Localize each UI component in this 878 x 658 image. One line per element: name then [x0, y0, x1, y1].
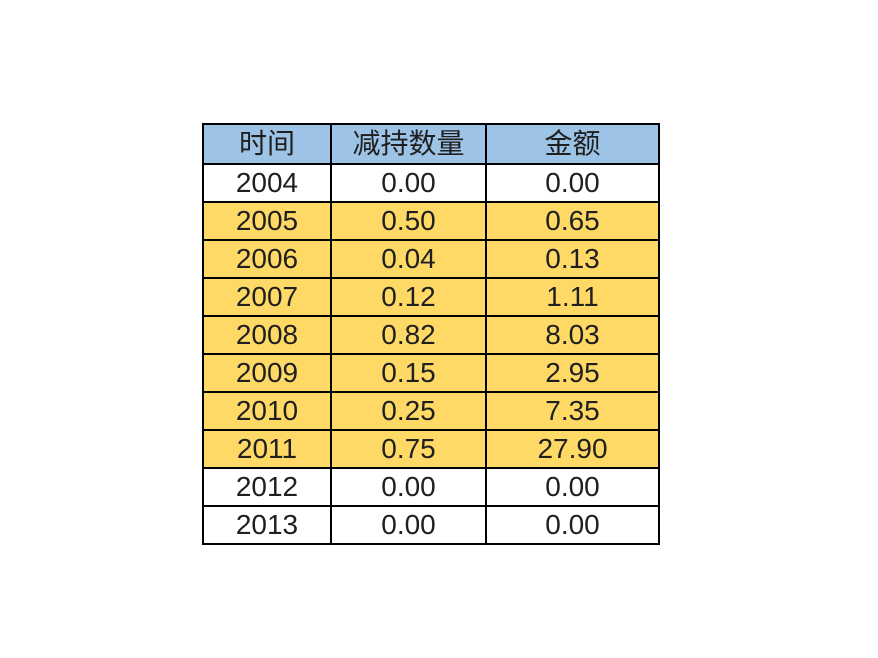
cell-year: 2013	[202, 505, 332, 545]
cell-amount: 2.95	[485, 353, 660, 393]
cell-year: 2004	[202, 163, 332, 203]
header-cell-quantity: 减持数量	[330, 123, 487, 165]
cell-quantity: 0.82	[330, 315, 487, 355]
table-row: 2008 0.82 8.03	[202, 315, 660, 355]
table-row: 2006 0.04 0.13	[202, 239, 660, 279]
cell-amount: 27.90	[485, 429, 660, 469]
cell-quantity: 0.75	[330, 429, 487, 469]
cell-year: 2006	[202, 239, 332, 279]
table-row: 2013 0.00 0.00	[202, 505, 660, 545]
data-table: 时间 减持数量 金额 2004 0.00 0.00 2005 0.50 0.65…	[202, 123, 660, 545]
cell-year: 2011	[202, 429, 332, 469]
cell-amount: 1.11	[485, 277, 660, 317]
table-row: 2004 0.00 0.00	[202, 163, 660, 203]
cell-amount: 0.13	[485, 239, 660, 279]
table-row: 2009 0.15 2.95	[202, 353, 660, 393]
cell-amount: 0.00	[485, 467, 660, 507]
table-header-row: 时间 减持数量 金额	[202, 123, 660, 165]
cell-quantity: 0.00	[330, 467, 487, 507]
cell-amount: 7.35	[485, 391, 660, 431]
table-row: 2005 0.50 0.65	[202, 201, 660, 241]
cell-year: 2005	[202, 201, 332, 241]
header-cell-amount: 金额	[485, 123, 660, 165]
cell-quantity: 0.04	[330, 239, 487, 279]
table-row: 2012 0.00 0.00	[202, 467, 660, 507]
cell-amount: 0.65	[485, 201, 660, 241]
table-row: 2010 0.25 7.35	[202, 391, 660, 431]
cell-quantity: 0.25	[330, 391, 487, 431]
cell-year: 2007	[202, 277, 332, 317]
cell-year: 2010	[202, 391, 332, 431]
cell-amount: 0.00	[485, 505, 660, 545]
cell-year: 2009	[202, 353, 332, 393]
table-row: 2011 0.75 27.90	[202, 429, 660, 469]
cell-quantity: 0.00	[330, 163, 487, 203]
cell-amount: 0.00	[485, 163, 660, 203]
cell-quantity: 0.00	[330, 505, 487, 545]
cell-year: 2008	[202, 315, 332, 355]
cell-year: 2012	[202, 467, 332, 507]
cell-quantity: 0.50	[330, 201, 487, 241]
table-row: 2007 0.12 1.11	[202, 277, 660, 317]
cell-amount: 8.03	[485, 315, 660, 355]
data-table-container: 时间 减持数量 金额 2004 0.00 0.00 2005 0.50 0.65…	[202, 123, 660, 545]
header-cell-time: 时间	[202, 123, 332, 165]
cell-quantity: 0.15	[330, 353, 487, 393]
cell-quantity: 0.12	[330, 277, 487, 317]
